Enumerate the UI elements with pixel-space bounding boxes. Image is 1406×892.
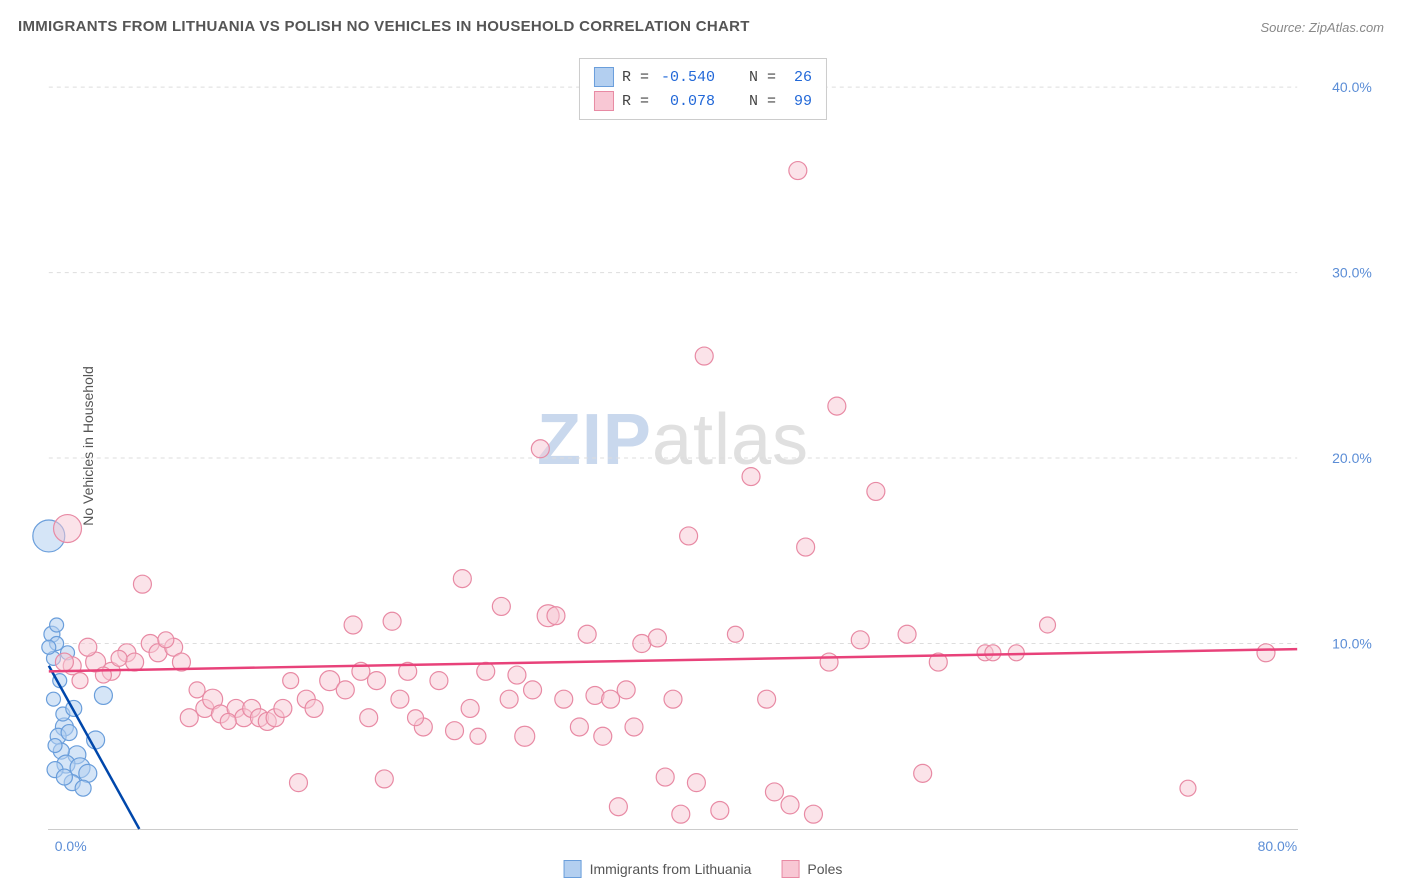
scatter-chart: 10.0%20.0%30.0%40.0%0.0%80.0%: [48, 50, 1298, 829]
legend-n-label: N =: [749, 93, 776, 110]
plot-area: ZIPatlas 10.0%20.0%30.0%40.0%0.0%80.0%: [48, 50, 1298, 830]
legend-swatch-blue: [594, 67, 614, 87]
svg-text:30.0%: 30.0%: [1332, 265, 1372, 281]
svg-text:0.0%: 0.0%: [55, 838, 87, 854]
legend-n-value: 99: [784, 93, 812, 110]
legend-item: Poles: [781, 860, 842, 878]
legend-r-value: -0.540: [657, 69, 715, 86]
legend-swatch-pink: [594, 91, 614, 111]
svg-text:10.0%: 10.0%: [1332, 636, 1372, 652]
series-legend: Immigrants from Lithuania Poles: [564, 860, 843, 878]
source-attribution: Source: ZipAtlas.com: [1260, 20, 1384, 35]
correlation-legend: R = -0.540 N = 26 R = 0.078 N = 99: [579, 58, 827, 120]
svg-text:80.0%: 80.0%: [1258, 838, 1298, 854]
legend-swatch-blue: [564, 860, 582, 878]
legend-row: R = -0.540 N = 26: [594, 65, 812, 89]
legend-n-value: 26: [784, 69, 812, 86]
legend-item: Immigrants from Lithuania: [564, 860, 752, 878]
legend-n-label: N =: [749, 69, 776, 86]
legend-r-label: R =: [622, 69, 649, 86]
legend-label: Poles: [807, 861, 842, 877]
legend-row: R = 0.078 N = 99: [594, 89, 812, 113]
legend-swatch-pink: [781, 860, 799, 878]
chart-title: IMMIGRANTS FROM LITHUANIA VS POLISH NO V…: [18, 18, 750, 35]
legend-label: Immigrants from Lithuania: [590, 861, 752, 877]
legend-r-label: R =: [622, 93, 649, 110]
svg-text:40.0%: 40.0%: [1332, 79, 1372, 95]
legend-r-value: 0.078: [657, 93, 715, 110]
svg-text:20.0%: 20.0%: [1332, 450, 1372, 466]
